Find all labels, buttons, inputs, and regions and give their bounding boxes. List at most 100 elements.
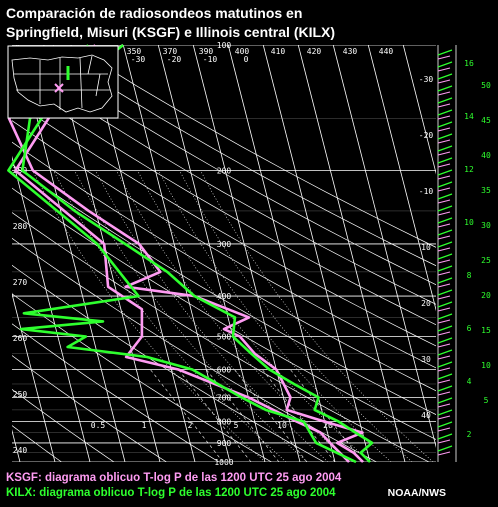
mixing-ratio-label: 0.5 [91,421,106,430]
height-kft-label: 45 [481,116,491,125]
wind-barb-ksgf [437,415,451,420]
wind-barb-ksgf [437,91,451,96]
dry-adiabat-line [12,60,436,305]
wind-barb-ksgf [437,199,451,204]
pressure-label: 800 [217,418,232,427]
wind-barb-kilx [437,397,453,404]
isotherm-line [297,45,406,462]
wind-barb-ksgf [437,379,451,384]
series-kilx-temperature-line [21,43,374,463]
wind-barb-kilx [437,49,453,56]
wind-barb-ksgf [437,79,451,84]
wind-barb-ksgf [437,175,451,180]
wind-barb-ksgf [437,307,451,312]
height-kft-label: 25 [481,256,491,265]
dry-adiabat-line [16,45,436,286]
dry-adiabat-line [12,355,167,462]
theta-label: 440 [379,47,394,56]
mixing-ratio-label: 10 [277,421,287,430]
dry-adiabat-line [12,164,436,415]
inset-location-map [7,45,119,119]
mixing-ratio-label: 2 [188,421,193,430]
wind-barb-ksgf [437,319,451,324]
chart-title-line1: Comparación de radiosondeos matutinos en [6,5,303,21]
height-kft-label: 5 [484,396,489,405]
series-kilx-dewpoint-line [7,44,357,464]
dry-adiabat-line [12,99,436,347]
theta-e-label: 30 [421,355,431,364]
credit-label: NOAA/NWS [387,487,446,499]
mixing-ratio-line [290,369,364,462]
moist-adiabat-line [200,170,434,462]
height-kft-label: 15 [481,326,491,335]
mixing-ratio-label: 1 [142,421,147,430]
wind-barb-kilx [437,121,453,128]
wind-barb-ksgf [437,283,451,288]
inset-map-outline [11,54,113,113]
moist-adiabat-line [74,170,308,462]
wind-barb-ksgf [437,67,451,72]
isotherm-line [402,45,436,175]
moist-adiabat-line [32,170,266,462]
dry-adiabat-line [12,120,436,369]
wind-barb-kilx [437,313,453,320]
isotherm-line [227,45,336,462]
wind-barb-kilx [437,217,453,224]
isotherm-line [12,155,91,462]
dry-adiabat-line [12,187,436,440]
height-km-label: 6 [467,324,472,333]
wind-barb-kilx [437,157,453,164]
height-km-label: 12 [464,165,474,174]
mixing-ratio-line [234,369,308,462]
height-km-label: 2 [467,430,472,439]
temperature-top-label: -20 [167,55,182,64]
wind-barb-ksgf [437,103,451,108]
isotherm-line [367,45,436,312]
wind-barb-ksgf [437,55,451,60]
wind-barb-kilx [437,253,453,260]
wind-profile-axis [437,45,457,462]
wind-barb-kilx [437,241,453,248]
pressure-label: 700 [217,393,232,402]
wind-barb-kilx [437,325,453,332]
theta-label: 390 [199,47,214,56]
dry-adiabat-line [12,425,62,462]
dry-adiabat-line [70,45,436,248]
temperature-top-label: 0 [244,55,249,64]
dry-adiabat-line [12,388,115,462]
height-kft-label: 35 [481,186,491,195]
left-theta-label: 260 [13,334,28,343]
height-kft-label: 50 [481,81,491,90]
wind-barb-kilx [437,373,453,380]
wind-barb-kilx [437,445,453,452]
height-km-label: 8 [467,271,472,280]
pressure-label: 100 [217,41,232,50]
temperature-top-label: -30 [131,55,146,64]
pressure-label: 1000 [214,458,233,467]
moist-adiabat-line [116,170,350,462]
left-theta-label: 250 [13,390,28,399]
moist-adiabat-line [158,170,392,462]
isotherm-line [122,45,231,462]
wind-barb-ksgf [437,211,451,216]
theta-label: 370 [163,47,178,56]
mixing-ratio-line [178,369,252,462]
isotherm-line [332,45,436,448]
temperature-top-label: -10 [203,55,218,64]
wind-barb-kilx [437,205,453,212]
mixing-ratio-line [150,369,224,462]
wind-barb-kilx [437,85,453,92]
wind-barb-kilx [437,337,453,344]
wind-barb-ksgf [437,259,451,264]
height-km-label: 4 [467,377,472,386]
theta-e-label: 20 [421,299,431,308]
wind-barb-ksgf [437,391,451,396]
height-kft-label: 40 [481,151,491,160]
isotherm-line [157,45,266,462]
wind-barb-kilx [437,169,453,176]
height-km-label: 16 [464,59,474,68]
wind-barb-ksgf [437,223,451,228]
series-ksgf-dewpoint-line [14,44,350,463]
wind-barb-kilx [437,97,453,104]
